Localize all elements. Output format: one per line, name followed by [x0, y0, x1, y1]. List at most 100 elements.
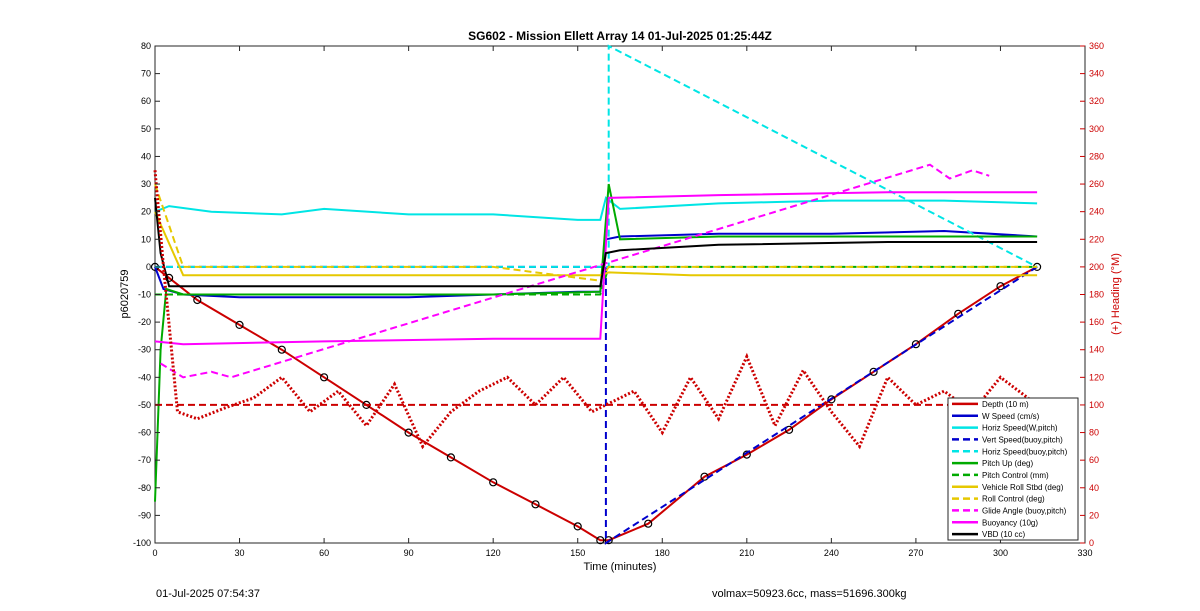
footer-timestamp: 01-Jul-2025 07:54:37 — [156, 588, 260, 600]
depth-marker — [742, 450, 751, 459]
y-tick-label-left: 70 — [141, 69, 151, 79]
legend-entry: Depth (10 m) — [982, 400, 1029, 409]
legend-box — [947, 397, 1079, 541]
x-tick-label: 150 — [570, 548, 585, 558]
y-tick-label-right: 180 — [1089, 290, 1104, 300]
y-tick-label-left: -40 — [138, 372, 151, 382]
y-tick-label-right: 120 — [1089, 372, 1104, 382]
y-tick-label-left: -60 — [138, 428, 151, 438]
x-tick-label: 240 — [824, 548, 839, 558]
y-tick-label-left: 80 — [141, 41, 151, 51]
legend-entry: Vehicle Roll Stbd (deg) — [982, 483, 1064, 492]
depth-marker — [193, 295, 202, 305]
legend-entry: Horiz Speed(buoy,pitch) — [982, 447, 1068, 456]
series-line-9 — [160, 163, 990, 379]
legend-entry: Pitch Up (deg) — [982, 459, 1033, 468]
y-tick-label-left: -70 — [138, 455, 151, 465]
y-tick-label-left: 50 — [141, 124, 151, 134]
depth-marker — [235, 320, 244, 329]
depth-marker — [911, 340, 921, 349]
depth-marker — [784, 425, 794, 434]
x-tick-label: 90 — [404, 548, 414, 558]
x-tick-label: 270 — [908, 548, 923, 558]
y-tick-label-right: 280 — [1089, 151, 1104, 161]
x-tick-label: 210 — [739, 548, 754, 558]
x-axis-label: Time (minutes) — [584, 561, 657, 573]
legend-entry: Glide Angle (buoy,pitch) — [982, 506, 1067, 515]
legend-entry: Vert Speed(buoy,pitch) — [982, 435, 1063, 444]
y-tick-label-left: 30 — [141, 179, 151, 189]
y-tick-label-left: -30 — [138, 345, 151, 355]
y-tick-label-left: 20 — [141, 207, 151, 217]
legend: Depth (10 m) W Speed (cm/s) Horiz Speed(W,… — [947, 397, 1079, 541]
y-tick-label-right: 200 — [1089, 262, 1104, 272]
legend-entry: W Speed (cm/s) — [982, 412, 1040, 421]
depth-marker — [869, 367, 878, 376]
series-line-0 — [154, 266, 1038, 542]
y-tick-label-right: 300 — [1089, 124, 1104, 134]
y-tick-label-right: 140 — [1089, 345, 1104, 355]
y-tick-label-right: 260 — [1089, 179, 1104, 189]
y-tick-label-right: 100 — [1089, 400, 1104, 410]
depth-marker — [489, 478, 498, 487]
y-tick-label-left: -10 — [138, 290, 151, 300]
x-tick-label: 0 — [152, 548, 157, 558]
legend-entry: Roll Control (deg) — [982, 495, 1045, 504]
y-axis-label-right: (+) Heading (°M) — [1110, 253, 1122, 335]
depth-marker — [996, 282, 1005, 291]
x-tick-label: 180 — [655, 548, 670, 558]
series-line-10 — [154, 191, 1038, 346]
y-tick-label-right: 20 — [1089, 510, 1099, 520]
depth-marker — [531, 500, 540, 509]
chart-title: SG602 - Mission Ellett Array 14 01-Jul-2… — [468, 29, 772, 43]
y-tick-label-left: -50 — [138, 400, 151, 410]
y-tick-label-left: 60 — [141, 96, 151, 106]
y-tick-label-right: 340 — [1089, 69, 1104, 79]
y-tick-label-right: 360 — [1089, 41, 1104, 51]
y-tick-label-right: 0 — [1089, 538, 1094, 548]
y-tick-label-left: 10 — [141, 234, 151, 244]
series-line-8 — [154, 183, 1038, 282]
series-line-7 — [154, 211, 1038, 277]
y-tick-label-right: 160 — [1089, 317, 1104, 327]
y-tick-label-right: 240 — [1089, 207, 1104, 217]
depth-marker — [644, 519, 653, 528]
y-axis-label-left: p6020759 — [119, 270, 131, 319]
x-tick-label: 330 — [1077, 548, 1092, 558]
y-tick-label-left: 0 — [146, 262, 151, 272]
y-tick-label-right: 220 — [1089, 234, 1104, 244]
depth-marker — [277, 345, 286, 354]
y-tick-label-right: 40 — [1089, 483, 1099, 493]
depth-marker — [404, 428, 413, 437]
y-tick-label-right: 80 — [1089, 428, 1099, 438]
footer-vehicle-info: volmax=50923.6cc, mass=51696.300kg — [712, 588, 907, 600]
legend-entry: Pitch Control (mm) — [982, 471, 1049, 480]
series-group — [150, 44, 1042, 545]
y-tick-label-left: -20 — [138, 317, 151, 327]
y-tick-label-right: 60 — [1089, 455, 1099, 465]
y-tick-label-left: 40 — [141, 151, 151, 161]
depth-marker — [573, 522, 582, 531]
legend-entry: Buoyancy (10g) — [982, 518, 1038, 527]
depth-marker — [320, 373, 329, 382]
x-tick-label: 120 — [486, 548, 501, 558]
y-tick-label-left: -80 — [138, 483, 151, 493]
legend-entry: VBD (10 cc) — [982, 530, 1025, 539]
x-tick-label: 300 — [993, 548, 1008, 558]
legend-entry: Horiz Speed(W,pitch) — [982, 424, 1058, 433]
series-line-2 — [154, 196, 1038, 221]
depth-marker — [604, 536, 613, 545]
series-line-12 — [153, 170, 1039, 450]
series-line-6 — [155, 265, 1038, 296]
depth-marker — [596, 536, 605, 545]
depth-marker — [827, 395, 836, 404]
y-tick-label-left: -90 — [138, 510, 151, 520]
y-tick-label-left: -100 — [133, 538, 151, 548]
series-line-11 — [154, 197, 1038, 288]
depth-marker — [446, 453, 455, 462]
axes-group: 0 30 60 90 120 150 180 210 240 270 300 330-100-90-8… — [133, 41, 1104, 558]
x-tick-label: 60 — [319, 548, 329, 558]
x-tick-label: 30 — [235, 548, 245, 558]
y-tick-label-right: 320 — [1089, 96, 1104, 106]
